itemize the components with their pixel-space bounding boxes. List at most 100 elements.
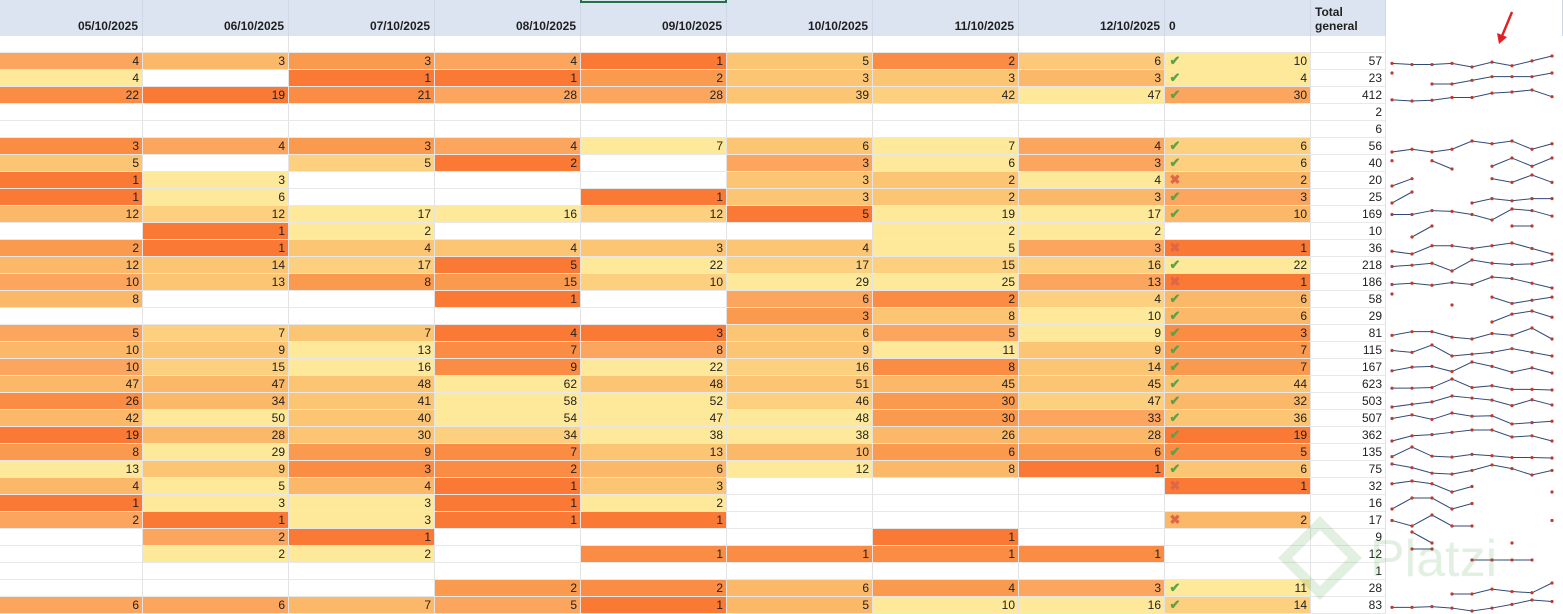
data-cell[interactable]: 10 (0, 274, 143, 291)
data-cell[interactable]: 2 (581, 495, 727, 512)
data-cell[interactable]: 16 (727, 359, 873, 376)
data-cell[interactable]: 3 (0, 138, 143, 155)
data-cell[interactable]: 15 (435, 274, 581, 291)
data-cell[interactable]: 48 (289, 376, 435, 393)
data-cell[interactable] (0, 121, 143, 138)
data-cell[interactable]: 58 (435, 393, 581, 410)
data-cell[interactable]: 2 (581, 580, 727, 597)
data-cell[interactable]: 47 (143, 376, 289, 393)
data-cell[interactable]: 1 (581, 53, 727, 70)
data-cell[interactable]: 3 (143, 495, 289, 512)
data-cell[interactable]: 2 (873, 291, 1019, 308)
total-cell[interactable]: 218 (1311, 257, 1386, 274)
data-cell[interactable]: 6 (1019, 444, 1165, 461)
data-cell[interactable]: 13 (1019, 274, 1165, 291)
data-cell[interactable]: 6 (873, 155, 1019, 172)
data-cell[interactable]: 16 (1019, 597, 1165, 614)
data-cell[interactable]: 34 (143, 393, 289, 410)
data-cell[interactable]: 22 (581, 257, 727, 274)
data-cell[interactable]: 5 (435, 257, 581, 274)
column-header[interactable]: 05/10/2025 (0, 0, 143, 36)
data-cell[interactable]: 4 (727, 240, 873, 257)
data-cell[interactable]: 6 (1019, 53, 1165, 70)
data-cell[interactable]: 1 (435, 291, 581, 308)
data-cell[interactable] (435, 121, 581, 138)
data-cell[interactable]: 1 (1165, 240, 1311, 257)
data-cell[interactable] (727, 223, 873, 240)
total-cell[interactable]: 2 (1311, 104, 1386, 121)
data-cell[interactable]: 2 (435, 580, 581, 597)
data-cell[interactable]: 2 (873, 189, 1019, 206)
data-cell[interactable] (581, 155, 727, 172)
data-cell[interactable]: 1 (1019, 546, 1165, 563)
data-cell[interactable]: 3 (1165, 325, 1311, 342)
data-cell[interactable] (143, 308, 289, 325)
data-cell[interactable] (1165, 495, 1311, 512)
data-cell[interactable]: 2 (873, 223, 1019, 240)
data-cell[interactable]: 4 (0, 478, 143, 495)
data-cell[interactable]: 10 (1165, 53, 1311, 70)
data-cell[interactable] (289, 189, 435, 206)
data-cell[interactable]: 1 (727, 546, 873, 563)
data-cell[interactable] (1019, 512, 1165, 529)
data-cell[interactable]: 9 (143, 342, 289, 359)
data-cell[interactable]: 1 (873, 529, 1019, 546)
data-cell[interactable] (143, 104, 289, 121)
data-cell[interactable] (289, 121, 435, 138)
data-cell[interactable]: 11 (873, 342, 1019, 359)
data-cell[interactable]: 13 (289, 342, 435, 359)
data-cell[interactable]: 30 (873, 393, 1019, 410)
total-cell[interactable]: 57 (1311, 53, 1386, 70)
data-cell[interactable]: 6 (1165, 138, 1311, 155)
data-cell[interactable]: 46 (727, 393, 873, 410)
data-cell[interactable]: 17 (727, 257, 873, 274)
data-cell[interactable]: 2 (1165, 512, 1311, 529)
data-cell[interactable]: 6 (727, 325, 873, 342)
data-cell[interactable]: 6 (727, 138, 873, 155)
data-cell[interactable]: 25 (873, 274, 1019, 291)
data-cell[interactable]: 4 (1165, 70, 1311, 87)
data-cell[interactable] (435, 172, 581, 189)
total-cell[interactable]: 81 (1311, 325, 1386, 342)
data-cell[interactable]: 3 (1019, 189, 1165, 206)
data-cell[interactable] (143, 36, 289, 53)
data-cell[interactable]: 7 (581, 138, 727, 155)
data-cell[interactable]: 3 (581, 240, 727, 257)
data-cell[interactable] (581, 121, 727, 138)
data-cell[interactable] (143, 291, 289, 308)
data-cell[interactable]: 10 (0, 359, 143, 376)
data-cell[interactable]: 28 (143, 427, 289, 444)
data-cell[interactable]: 14 (143, 257, 289, 274)
data-cell[interactable]: 8 (0, 291, 143, 308)
data-cell[interactable] (435, 529, 581, 546)
data-cell[interactable] (1019, 563, 1165, 580)
data-cell[interactable]: 3 (289, 53, 435, 70)
total-cell[interactable]: 169 (1311, 206, 1386, 223)
data-cell[interactable]: 5 (0, 155, 143, 172)
data-cell[interactable]: 45 (1019, 376, 1165, 393)
data-cell[interactable]: 1 (1165, 274, 1311, 291)
data-cell[interactable] (1165, 223, 1311, 240)
data-cell[interactable] (435, 308, 581, 325)
data-cell[interactable] (143, 121, 289, 138)
data-cell[interactable]: 17 (1019, 206, 1165, 223)
data-cell[interactable]: 6 (727, 291, 873, 308)
data-cell[interactable]: 6 (727, 580, 873, 597)
data-cell[interactable]: 2 (873, 172, 1019, 189)
data-cell[interactable]: 1 (435, 512, 581, 529)
data-cell[interactable]: 4 (435, 138, 581, 155)
total-cell[interactable]: 56 (1311, 138, 1386, 155)
data-cell[interactable] (143, 70, 289, 87)
data-cell[interactable]: 10 (0, 342, 143, 359)
data-cell[interactable]: 7 (873, 138, 1019, 155)
total-cell[interactable]: 362 (1311, 427, 1386, 444)
data-cell[interactable] (727, 104, 873, 121)
data-cell[interactable]: 9 (727, 342, 873, 359)
data-cell[interactable] (1019, 121, 1165, 138)
data-cell[interactable]: 3 (581, 325, 727, 342)
data-cell[interactable]: 4 (1019, 172, 1165, 189)
total-cell[interactable]: 28 (1311, 580, 1386, 597)
data-cell[interactable]: 1 (143, 512, 289, 529)
data-cell[interactable]: 28 (435, 87, 581, 104)
data-cell[interactable] (873, 36, 1019, 53)
